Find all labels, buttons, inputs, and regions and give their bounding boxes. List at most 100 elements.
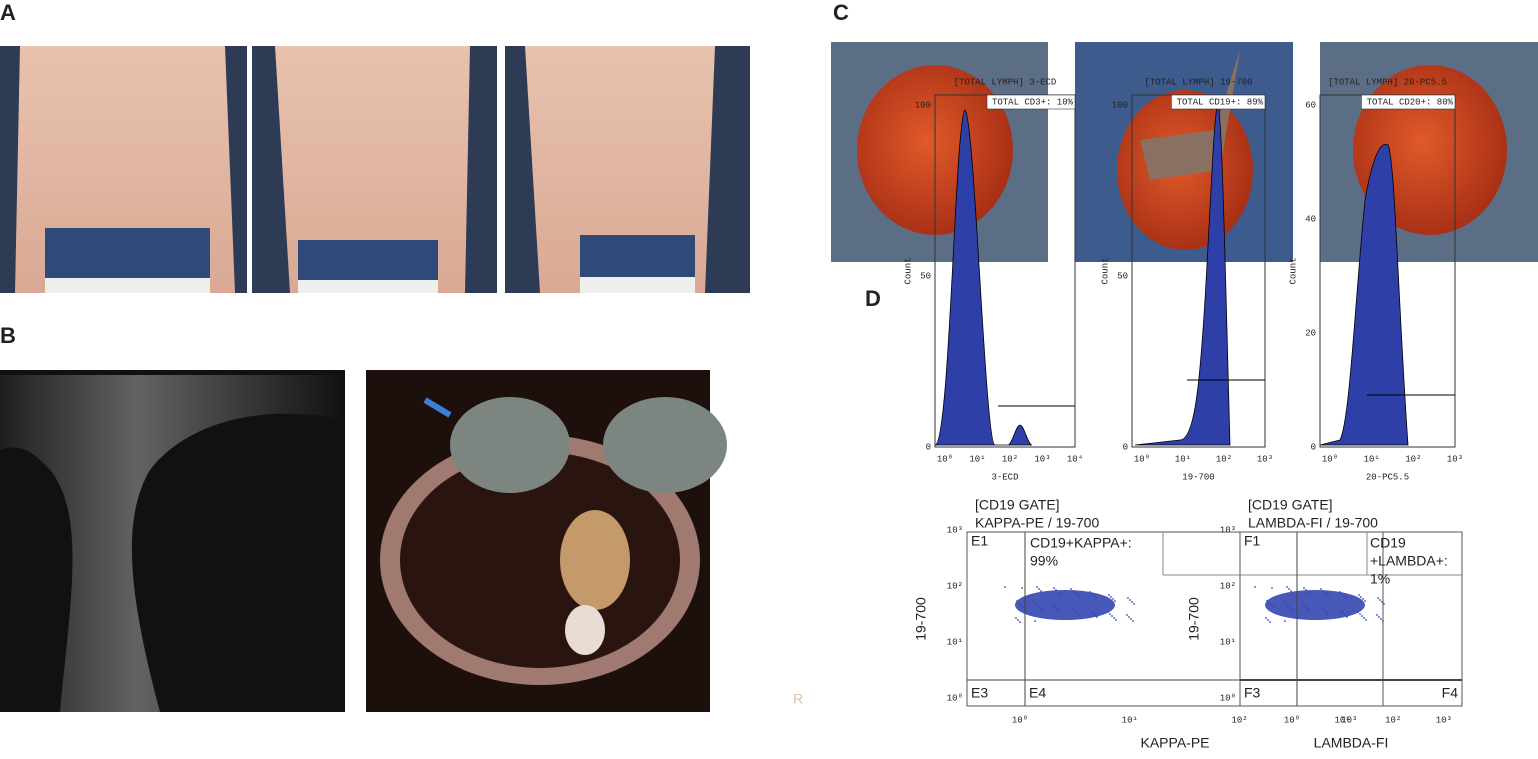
y-axis-label: 19-700 [1186, 597, 1202, 641]
event-dot [1376, 614, 1378, 616]
event-dot [1113, 617, 1115, 619]
event-dot [1041, 609, 1043, 611]
y-axis-label: 19-700 [913, 597, 929, 641]
gate-label: TOTAL CD20+: 80% [1367, 97, 1454, 107]
event-dot [1285, 603, 1287, 605]
panel-b-images [0, 370, 727, 712]
event-dot [1254, 586, 1256, 588]
event-dot [1107, 611, 1109, 613]
event-dot [1035, 603, 1037, 605]
y-axis-label: Count [1100, 257, 1110, 284]
event-dot [1019, 621, 1021, 623]
gate-label: TOTAL CD3+: 10% [992, 97, 1074, 107]
event-dot [1302, 604, 1304, 606]
event-dot [1015, 617, 1017, 619]
event-dot [1133, 603, 1135, 605]
event-dot [1377, 597, 1379, 599]
plot-title: KAPPA-PE / 19-700 [975, 515, 1099, 531]
y-tick-label: 0 [1311, 442, 1316, 452]
x-tick-label: 10² [1385, 715, 1401, 725]
event-dot [1071, 607, 1073, 609]
event-dot [1308, 610, 1310, 612]
quadrant-label: F1 [1244, 533, 1261, 549]
event-dot [1036, 586, 1038, 588]
event-dot [1114, 600, 1116, 602]
quadrant-label: E1 [971, 533, 988, 549]
event-dot [1270, 604, 1272, 606]
event-dot [1056, 608, 1058, 610]
event-dot [1093, 595, 1095, 597]
histogram-area [1134, 104, 1231, 446]
event-dot [1322, 590, 1324, 592]
y-tick-label: 10¹ [1220, 637, 1236, 647]
event-dot [1111, 615, 1113, 617]
plot-title: [TOTAL LYMPH] 3-ECD [954, 77, 1057, 87]
event-dot [1266, 600, 1268, 602]
event-dot [1018, 602, 1020, 604]
histogram-area [934, 109, 1033, 446]
event-dot [1131, 601, 1133, 603]
event-dot [1309, 593, 1311, 595]
event-dot [1326, 594, 1328, 596]
event-dot [1323, 609, 1325, 611]
event-dot [1357, 611, 1359, 613]
panel-a-photos [0, 46, 750, 293]
event-dot [1364, 600, 1366, 602]
plot-title: [CD19 GATE] [1248, 497, 1333, 513]
event-dot [1286, 586, 1288, 588]
event-dot [1132, 620, 1134, 622]
event-dot [1095, 597, 1097, 599]
ct-marker: R [793, 691, 803, 707]
x-tick-label: 10² [1231, 715, 1247, 725]
event-dot [1074, 592, 1076, 594]
plot-title: [TOTAL LYMPH] 20-PC5.5 [1328, 77, 1447, 87]
y-tick-label: 10² [947, 581, 963, 591]
event-dot [1321, 607, 1323, 609]
event-dot [1268, 602, 1270, 604]
event-dot [1090, 610, 1092, 612]
event-dot [1361, 615, 1363, 617]
y-axis-label: Count [903, 257, 913, 284]
event-dot [1021, 587, 1023, 589]
panel-label: D [865, 286, 881, 311]
event-dot [1290, 590, 1292, 592]
y-tick-label: 0 [926, 442, 931, 452]
x-tick-label: 10¹ [1364, 454, 1380, 464]
y-tick-label: 50 [1117, 271, 1128, 281]
event-dot [1360, 596, 1362, 598]
event-dot [1040, 590, 1042, 592]
event-dot [1129, 599, 1131, 601]
event-dot [1269, 621, 1271, 623]
gate-label: 99% [1030, 553, 1058, 569]
event-dot [1016, 600, 1018, 602]
quadrant-label: E4 [1029, 685, 1046, 701]
y-axis-label: Count [1288, 257, 1298, 284]
event-dot [1345, 597, 1347, 599]
event-dot [1381, 601, 1383, 603]
panel-label: C [833, 0, 849, 25]
event-dot [1283, 601, 1285, 603]
event-dot [1324, 592, 1326, 594]
event-dot [1307, 591, 1309, 593]
panel-label: B [0, 323, 16, 348]
event-dot [1076, 594, 1078, 596]
event-dot [1305, 589, 1307, 591]
gate-box [986, 94, 1076, 110]
event-dot [1267, 619, 1269, 621]
event-dot [1328, 596, 1330, 598]
y-tick-label: 10⁰ [947, 693, 963, 703]
event-dot [1289, 607, 1291, 609]
y-tick-label: 20 [1305, 328, 1316, 338]
event-dot [1291, 609, 1293, 611]
gate-label: CD19 [1370, 535, 1406, 551]
event-dot [1077, 613, 1079, 615]
event-cloud [1015, 590, 1115, 620]
event-dot [1078, 596, 1080, 598]
event-dot [1362, 598, 1364, 600]
gate-label: TOTAL CD19+: 89% [1177, 97, 1264, 107]
y-tick-label: 0 [1123, 442, 1128, 452]
y-tick-label: 10⁰ [1220, 693, 1236, 703]
event-dot [1004, 586, 1006, 588]
x-tick-label: 10¹ [969, 454, 985, 464]
